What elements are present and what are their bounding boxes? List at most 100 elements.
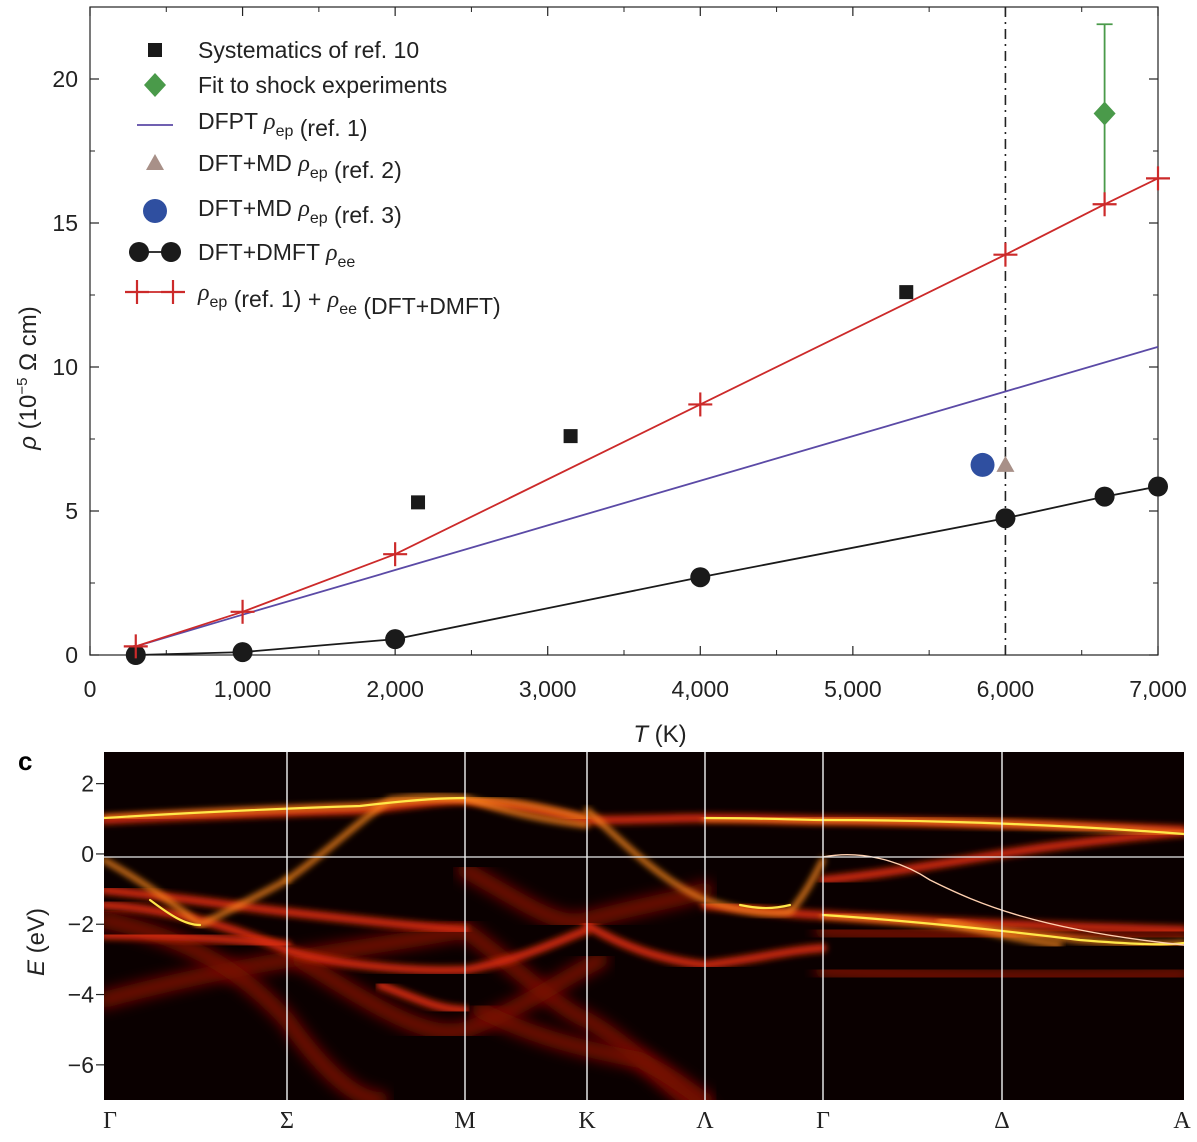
energy-tick-label: 0 [81, 841, 94, 867]
rho-symbol: ρ [325, 240, 338, 266]
legend-text-part: (DFT+DMFT) [357, 293, 501, 319]
spectral-band [822, 854, 1184, 946]
legend-item: DFT+MD ρep (ref. 3) [143, 195, 402, 228]
spectral-function-panel: c 2 0 −2 −4 −6 Γ Σ M K Λ Γ Δ A E (eV) [18, 746, 1191, 1134]
spectral-band [937, 917, 1063, 948]
legend-text-part: Systematics of ref. 10 [198, 37, 419, 63]
square-marker [899, 285, 914, 300]
legend-item: DFT+DMFT ρee [129, 239, 355, 271]
legend-item: Fit to shock experiments [144, 72, 447, 98]
legend-text-part: DFT+MD [198, 150, 298, 176]
series-2 [135, 345, 1159, 648]
axis-ticks [89, 7, 1159, 656]
legend-text-part: (ref. 1) + [227, 286, 327, 312]
spectral-band [104, 912, 388, 1100]
y-axis-title: ρ (10−5 Ω cm) [14, 306, 42, 450]
spectral-band [821, 913, 1184, 946]
circle-marker [1094, 486, 1115, 507]
k-point-label: Γ [816, 1108, 830, 1134]
legend-text-part: (ref. 2) [328, 157, 402, 183]
energy-tick-label: −2 [68, 911, 94, 937]
triangle-marker [996, 455, 1015, 472]
legend-label: DFT+MD ρep (ref. 3) [198, 195, 402, 228]
y-tick-label: 15 [52, 210, 78, 236]
energy-tick-labels: 2 0 −2 −4 −6 [68, 771, 104, 1078]
circle-marker [995, 508, 1016, 529]
legend-label: ρep (ref. 1) + ρee (DFT+DMFT) [197, 280, 501, 319]
x-tick-label: 3,000 [519, 676, 577, 702]
x-tick-label: 4,000 [672, 676, 730, 702]
legend-label: Fit to shock experiments [198, 72, 447, 98]
spectral-band [148, 898, 202, 927]
y-tick-label: 20 [52, 66, 78, 92]
rho-subscript: ep [310, 210, 328, 227]
legend-item: DFPT ρep (ref. 1) [137, 108, 367, 141]
spectral-band [738, 903, 792, 910]
k-point-label: M [454, 1108, 475, 1134]
spectral-band [104, 901, 591, 975]
legend-item: Systematics of ref. 10 [148, 37, 419, 63]
resistivity-chart: 0 1,000 2,000 3,000 4,000 5,000 6,000 7,000 0 5 1… [14, 6, 1187, 748]
energy-tick-label: 2 [81, 771, 94, 797]
k-point-label: Λ [696, 1108, 714, 1134]
spectral-band [815, 962, 1184, 986]
rho-subscript: ep [210, 294, 228, 311]
series-5 [125, 476, 1168, 665]
spectral-band [104, 796, 467, 820]
circle-marker [690, 567, 711, 588]
legend-circle [129, 242, 149, 262]
x-tick-label: 7,000 [1129, 676, 1187, 702]
legend-text-part: DFT+MD [198, 195, 298, 221]
rho-subscript: ee [338, 254, 356, 271]
rho-subscript: ep [310, 165, 328, 182]
x-tick-label: 5,000 [824, 676, 882, 702]
square-marker [563, 429, 578, 444]
series-4 [970, 452, 995, 477]
legend-text-part: DFPT [198, 108, 264, 134]
spectral-bands [104, 794, 1184, 1100]
x-tick-label: 6,000 [977, 676, 1035, 702]
legend-label: Systematics of ref. 10 [198, 37, 419, 63]
panel-label-c: c [18, 746, 32, 776]
y-tick-label: 5 [65, 498, 78, 524]
x-axis-title: T (K) [633, 721, 686, 748]
x-tick-label: 2,000 [366, 676, 424, 702]
k-point-label: Γ [103, 1108, 117, 1134]
square-marker [411, 495, 426, 510]
rho-symbol: ρ [197, 280, 210, 306]
x-tick-label: 0 [84, 676, 97, 702]
rho-symbol: ρ [297, 196, 310, 222]
legend-label: DFPT ρep (ref. 1) [198, 108, 367, 141]
spectral-band [104, 931, 291, 949]
legend-triangle [146, 154, 164, 170]
spectral-band [703, 816, 1184, 836]
rho-subscript: ee [339, 301, 357, 318]
rho-symbol: ρ [263, 109, 276, 135]
legend: Systematics of ref. 10 Fit to shock exper… [125, 37, 501, 319]
legend-diamond [144, 73, 166, 97]
legend-text-part: DFT+DMFT [198, 239, 326, 265]
energy-axis-title: E (eV) [23, 908, 50, 976]
circle-marker [1148, 476, 1168, 497]
circle-marker [385, 629, 406, 650]
spectral-band [584, 807, 826, 916]
series-1 [1093, 23, 1116, 195]
x-tick-label: 1,000 [214, 676, 272, 702]
legend-circle [143, 199, 167, 223]
rho-symbol: ρ [327, 287, 340, 313]
data-series [123, 23, 1170, 665]
legend-text-part: (ref. 3) [328, 202, 402, 228]
spectral-band [819, 828, 1184, 884]
diamond-marker [1093, 101, 1116, 126]
legend-text-part: (ref. 1) [293, 115, 367, 141]
k-point-gridlines [286, 752, 1003, 1100]
energy-tick-label: −4 [68, 982, 94, 1008]
spectral-band [472, 1002, 713, 1100]
legend-text-part: Fit to shock experiments [198, 72, 447, 98]
y-tick-label: 10 [52, 354, 78, 380]
legend-item: DFT+MD ρep (ref. 2) [146, 150, 402, 183]
k-point-label: A [1173, 1108, 1191, 1134]
rho-subscript: ep [276, 123, 294, 140]
series-6 [123, 166, 1170, 659]
